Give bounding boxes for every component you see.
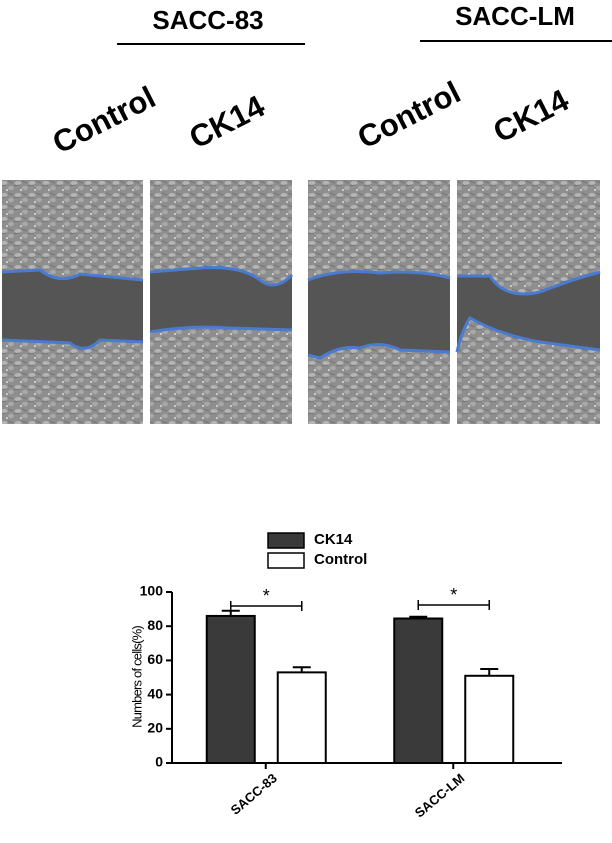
condition-label: Control xyxy=(47,79,161,160)
error-bar xyxy=(292,666,311,673)
x-tick-label: SACC-83 xyxy=(228,770,280,817)
y-tick-label: 100 xyxy=(140,583,164,599)
bar-chart: Numbers of cells(%) 0 20 40 60 80 100 CK14 Cont… xyxy=(129,531,562,820)
y-tick-label: 0 xyxy=(155,754,163,770)
y-tick-label: 20 xyxy=(147,720,163,736)
legend-swatch xyxy=(267,552,305,569)
bar xyxy=(205,614,256,764)
error-bar xyxy=(409,615,428,619)
condition-label: CK14 xyxy=(488,82,575,150)
group-label: SACC-LM xyxy=(455,1,575,31)
bar xyxy=(276,671,327,764)
bar xyxy=(393,617,444,764)
condition-label: Control xyxy=(352,74,466,155)
error-bar xyxy=(480,667,499,676)
significance-bracket xyxy=(417,600,490,610)
significance-label: * xyxy=(263,586,270,606)
micrograph xyxy=(1,180,144,424)
group-label: SACC-83 xyxy=(152,5,263,35)
y-tick-label: 60 xyxy=(147,651,163,667)
y-tick-label: 40 xyxy=(147,685,163,701)
y-tick-label: 80 xyxy=(147,617,163,633)
significance-label: * xyxy=(450,585,457,605)
significance-bracket xyxy=(230,601,303,611)
y-axis-label: Numbers of cells(%) xyxy=(129,626,144,728)
legend-label: CK14 xyxy=(314,531,353,548)
condition-label: CK14 xyxy=(184,88,271,156)
legend-label: Control xyxy=(314,551,367,568)
bar xyxy=(464,674,515,764)
micrograph xyxy=(307,180,451,424)
micrograph xyxy=(455,180,601,424)
legend-swatch xyxy=(267,532,305,549)
x-tick-label: SACC-LM xyxy=(412,770,468,820)
micrograph xyxy=(149,180,294,424)
wound-panels: SACC-83 SACC-LM Control CK14 Control CK1… xyxy=(1,1,612,424)
